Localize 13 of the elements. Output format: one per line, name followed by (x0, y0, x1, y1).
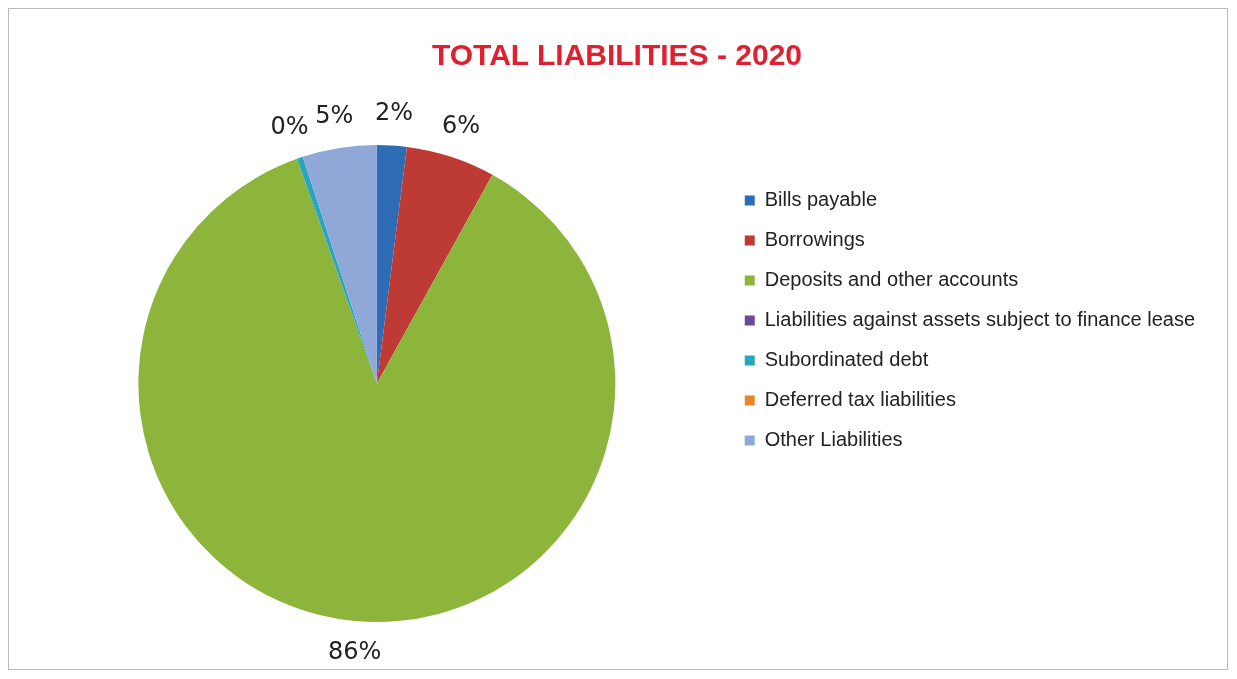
legend-label: Deposits and other accounts (764, 268, 1019, 291)
data-label: 86% (328, 637, 382, 666)
legend-label: Subordinated debt (764, 348, 929, 371)
data-label: 5% (315, 100, 354, 129)
legend-label: Other Liabilities (764, 428, 903, 451)
data-label: 2% (374, 97, 413, 126)
legend-label: Bills payable (764, 188, 878, 211)
data-label: 0% (270, 111, 309, 140)
legend-label: Borrowings (764, 228, 865, 251)
chart-title: TOTAL LIABILITIES - 2020 (431, 38, 803, 72)
legend-label: Liabilities against assets subject to finance lease (764, 308, 1196, 331)
legend-label: Deferred tax liabilities (764, 388, 956, 411)
data-label: 6% (441, 110, 480, 139)
